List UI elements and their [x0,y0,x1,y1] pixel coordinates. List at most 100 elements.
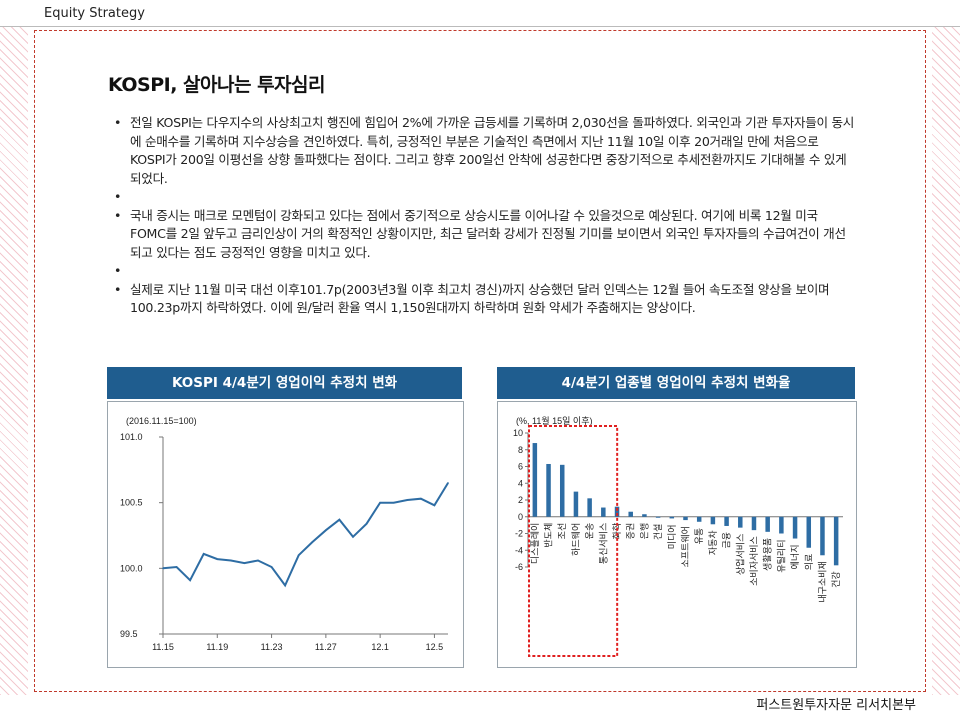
decor-hatch-right [932,27,960,695]
bar [546,463,551,517]
line-point [284,584,286,587]
bullet-item-5: 실제로 지난 11월 미국 대선 이후101.7p(2003년3월 이후 최고치… [112,281,857,318]
category-label: 에너지 [790,545,800,570]
x-tick-label: 12.1 [371,642,389,652]
category-label: 건설 [653,524,663,541]
bar [669,516,675,519]
bar [806,516,812,548]
category-label: 건강 [831,571,841,588]
section-label: Equity Strategy [44,6,145,21]
line-point [406,499,409,501]
bar [738,516,743,528]
line-point [338,518,341,521]
bar [820,516,825,556]
line-point [392,501,395,504]
sector-bar-chart: (%, 11월 15일 이후) 10 8 6 4 2 0 -2 -4 -6 디스플레이 반도체 조선 하드… [513,415,843,657]
kospi-chart-panel: (2016.11.15=100) 101.0 100.5 100.0 99.5 11.15… [107,401,464,668]
line-point [257,559,259,562]
bar [696,516,702,522]
bar [792,516,798,539]
line-point [243,562,246,564]
x-tick-label: 11.15 [152,642,174,652]
category-label: 유통 [694,528,704,545]
bar [655,516,661,518]
bar [573,491,579,517]
y-tick-label: 8 [518,445,523,455]
bar [751,516,757,531]
category-label: 조선 [557,523,567,540]
category-label: 화학 [612,523,622,540]
x-tick-label: 12.5 [426,642,444,652]
kospi-series-line [162,482,449,588]
bullet-item-1: 전일 KOSPI는 다우지수의 사상최고치 행진에 힘입어 2%에 가까운 급등… [112,114,857,188]
category-label: 은행 [638,523,649,540]
category-label: 미디어 [667,524,677,549]
x-tick-label: 11.23 [261,642,283,652]
line-point [447,482,449,484]
category-label: 의료 [804,554,814,571]
y-tick-label: 6 [518,462,523,472]
bar [614,506,620,517]
line-point [433,504,436,507]
y-tick-label: 4 [518,478,523,488]
category-label: 운송 [585,523,595,540]
bar [779,516,784,534]
y-tick-label: 99.5 [120,629,138,639]
bar [532,443,538,517]
line-point [175,566,178,568]
y-tick-label: 100.5 [120,498,143,508]
y-tick-label: -2 [515,529,523,539]
line-point [352,536,354,538]
category-label: 하드웨어 [570,523,581,556]
line-point [365,522,368,525]
y-tick-label: 100.0 [120,563,143,573]
y-tick-label: -4 [515,545,523,555]
category-label: 자동차 [707,530,718,556]
bar [601,507,606,517]
chart-note: (%, 11월 15일 이후) [516,415,592,426]
y-tick-label: 10 [513,428,523,438]
line-point [311,541,314,543]
y-tick-label: -6 [515,562,523,572]
category-label: 디스플레이 [530,523,540,564]
bar [765,516,770,532]
bullet-list: 전일 KOSPI는 다우지수의 사상최고치 행진에 힘입어 2%에 가까운 급등… [112,114,857,318]
bullet-item-3: 국내 증시는 매크로 모멘텀이 강화되고 있다는 점에서 중기적으로 상승시도를… [112,207,857,263]
chart-note: (2016.11.15=100) [126,416,197,426]
category-label: 통신서비스 [598,523,608,564]
x-tick-label: 11.19 [206,642,228,652]
bullet-item-2 [112,188,857,207]
bar [833,516,839,566]
bar [710,516,716,525]
line-point [202,553,205,555]
category-label: 생활용품 [762,538,773,571]
sector-chart-panel: (%, 11월 15일 이후) 10 8 6 4 2 0 -2 -4 -6 디스플레이 반도체 조선 하드… [497,401,857,668]
line-point [270,566,273,568]
decor-hatch-left [0,27,28,695]
bar [683,516,688,521]
category-label: 내구소비재 [817,561,827,602]
category-label: 유틸리티 [776,540,786,573]
footer-credit: 퍼스트원투자자문 리서치본부 [756,698,916,713]
page-title: KOSPI, 살아나는 투자심리 [108,74,326,96]
category-label: 상업서비스 [735,534,745,575]
line-point [162,567,164,570]
category-label: 소프트웨어 [680,526,691,567]
category-label: 소비자서비스 [749,536,759,586]
line-point [379,501,381,504]
bar [559,464,565,517]
category-label: 증권 [625,523,636,540]
y-tick-label: 0 [518,512,523,522]
line-point [230,559,232,562]
category-label: 금융 [722,532,732,549]
line-point [189,579,191,581]
bar [724,516,729,526]
x-tick-label: 11.27 [315,642,337,652]
category-label: 반도체 [544,523,554,548]
line-point [297,554,300,556]
y-tick-label: 2 [518,495,523,505]
bar [628,511,633,517]
kospi-line-chart: (2016.11.15=100) 101.0 100.5 100.0 99.5 11.15… [120,416,449,652]
line-point [420,497,422,500]
kospi-chart-header: KOSPI 4/4분기 영업이익 추정치 변화 [107,367,462,399]
